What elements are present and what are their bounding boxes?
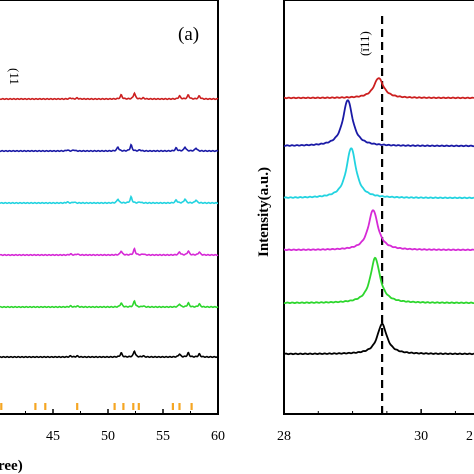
peak-line-0 (283, 77, 474, 100)
x-tick-label: 50 (101, 429, 115, 444)
pattern-line-1 (0, 143, 219, 153)
panel-a: 45 50 55 60 (a) (11 ree) (0, 0, 225, 474)
panel-a-x-axis-title: ree) (0, 458, 23, 474)
peak-line-1 (283, 99, 474, 148)
pattern-line-0 (0, 91, 219, 101)
pattern-line-4 (0, 299, 219, 309)
panel-b: 28 30 (ī11) Intensity(a.u.) 2 (256, 0, 474, 444)
peak-line-4 (283, 256, 474, 305)
panel-b-peaks (283, 77, 474, 356)
x-tick-label: 28 (277, 429, 291, 444)
panel-b-x-ticks: 28 30 (277, 409, 456, 444)
peak-line-2 (283, 147, 474, 200)
panel-b-peak-label: (ī11) (357, 31, 372, 56)
pattern-line-3 (0, 247, 219, 257)
panel-a-x-ticks: 45 50 55 60 (25, 409, 225, 444)
pattern-line-5 (0, 349, 219, 359)
panel-b-y-axis-title: Intensity(a.u.) (256, 167, 272, 257)
x-tick-label: 45 (46, 429, 60, 444)
peak-line-5 (283, 322, 474, 356)
panel-b-clipped-tick-label: 2 (466, 429, 473, 444)
peak-line-3 (283, 209, 474, 252)
panel-b-frame (283, 0, 474, 415)
x-tick-label: 30 (414, 429, 428, 444)
panel-a-patterns (0, 91, 219, 359)
x-tick-label: 60 (211, 429, 225, 444)
x-tick-label: 55 (156, 429, 170, 444)
pattern-line-2 (0, 194, 219, 205)
panel-a-reference-bars (0, 403, 193, 410)
panel-a-peak-label: (11 (7, 68, 22, 85)
panel-a-label: (a) (178, 24, 199, 45)
panel-a-frame (0, 0, 219, 415)
